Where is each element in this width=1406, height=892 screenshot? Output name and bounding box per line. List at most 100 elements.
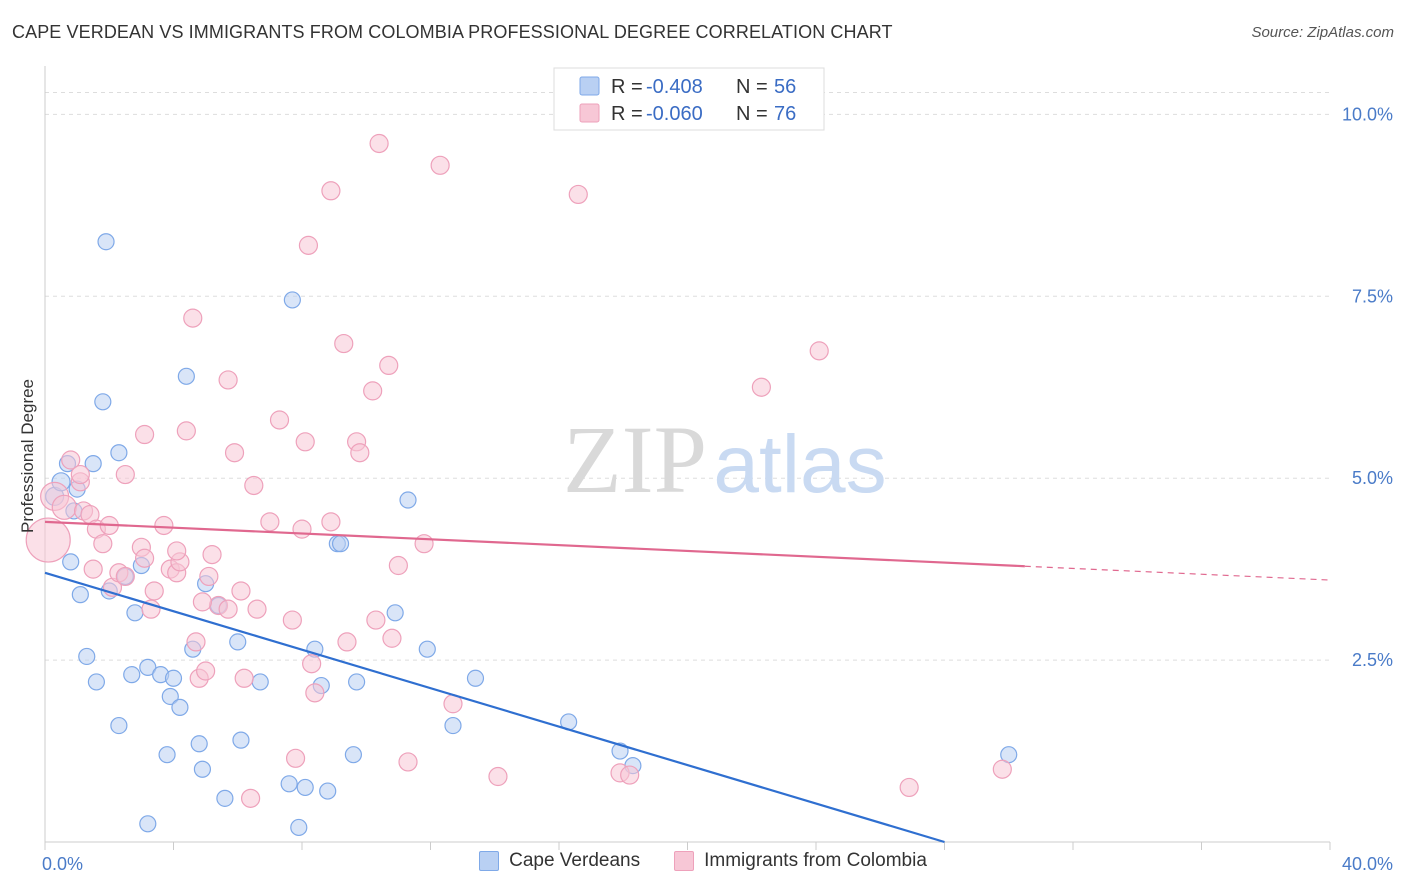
stats-r-label: R =	[611, 103, 643, 125]
data-point	[232, 731, 250, 749]
y-tick-label: 10.0%	[1342, 104, 1393, 124]
data-point	[192, 592, 213, 612]
trend-line-solid	[44, 520, 1025, 568]
stats-legend-swatch	[579, 76, 600, 96]
data-point	[992, 759, 1012, 779]
data-point	[196, 661, 216, 681]
data-point	[399, 491, 417, 509]
stats-n-label: N =	[736, 76, 768, 98]
data-point	[331, 535, 350, 553]
data-point	[319, 782, 337, 800]
data-point	[110, 716, 128, 735]
data-point	[186, 632, 206, 652]
data-point	[295, 432, 315, 452]
data-point	[61, 450, 81, 470]
stats-r-value: -0.060	[646, 103, 703, 125]
data-point	[234, 668, 254, 688]
data-point	[430, 155, 450, 175]
data-point	[296, 778, 314, 797]
data-point	[751, 377, 771, 397]
data-point	[369, 133, 389, 154]
data-point	[488, 766, 508, 787]
data-point	[337, 632, 357, 652]
data-point	[70, 464, 90, 485]
stats-n-value: 76	[774, 103, 796, 125]
watermark-zip: ZIP	[563, 406, 707, 513]
data-point	[97, 233, 115, 251]
data-point	[809, 341, 829, 361]
legend-swatch-colombia	[674, 851, 695, 871]
data-point	[183, 308, 203, 328]
trend-lines	[44, 520, 1331, 844]
data-point	[388, 555, 408, 576]
y-axis-label: Professional Degree	[18, 379, 37, 533]
data-point	[282, 610, 302, 630]
data-point	[244, 475, 264, 496]
legend-swatch-cape-verdeans	[479, 851, 500, 871]
data-point	[382, 628, 402, 648]
watermark-atlas: atlas	[713, 419, 886, 510]
data-point	[154, 515, 174, 536]
data-point	[366, 610, 386, 630]
data-point	[466, 669, 485, 687]
data-point	[93, 534, 113, 554]
stats-r-label: R =	[611, 76, 643, 98]
trend-line-solid	[44, 571, 945, 844]
data-point	[280, 775, 298, 793]
data-point	[158, 746, 176, 764]
axes	[44, 66, 1331, 850]
data-point	[115, 464, 135, 485]
data-point	[231, 581, 251, 601]
data-point	[78, 647, 96, 666]
data-point	[568, 184, 588, 205]
series-legend: Cape Verdeans Immigrants from Colombia	[0, 850, 1406, 872]
stats-r-value: -0.408	[646, 76, 703, 98]
data-point	[899, 777, 919, 798]
data-point	[269, 410, 290, 430]
data-point	[144, 581, 164, 601]
data-point	[444, 716, 462, 735]
tick-labels: 2.5% 5.0% 7.5% 10.0% 0.0% 40.0%	[42, 104, 1393, 874]
data-point	[386, 604, 404, 622]
data-point	[218, 599, 238, 619]
data-point	[292, 519, 312, 539]
data-points	[25, 133, 1018, 837]
data-point	[94, 393, 112, 411]
data-point	[321, 181, 341, 201]
data-point	[62, 553, 80, 571]
data-point	[251, 673, 269, 691]
legend-label-colombia: Immigrants from Colombia	[704, 850, 927, 871]
data-point	[218, 370, 238, 390]
chart-title: CAPE VERDEAN VS IMMIGRANTS FROM COLOMBIA…	[12, 22, 893, 42]
data-point	[139, 658, 157, 676]
data-point	[414, 534, 434, 554]
data-point	[134, 424, 155, 445]
data-point	[298, 235, 319, 255]
data-point	[126, 604, 144, 622]
data-point	[164, 669, 183, 687]
series-colombia	[25, 133, 1012, 808]
stats-legend-swatch	[579, 103, 600, 123]
y-tick-label: 5.0%	[1352, 468, 1393, 488]
data-point	[302, 654, 322, 674]
y-tick-label: 2.5%	[1352, 650, 1393, 670]
data-point	[290, 818, 308, 837]
trend-line-dashed	[1024, 565, 1331, 581]
data-point	[321, 512, 341, 532]
data-point	[247, 599, 267, 619]
data-point	[620, 765, 640, 785]
data-point	[25, 517, 71, 563]
data-point	[350, 443, 370, 463]
stats-legend: R = -0.408 N = 56 R = -0.060 N = 76	[553, 67, 825, 131]
data-point	[171, 698, 189, 716]
data-point	[84, 455, 102, 473]
data-point	[283, 291, 301, 309]
data-point	[71, 586, 89, 604]
legend-item-colombia: Immigrants from Colombia	[674, 850, 927, 872]
data-point	[123, 666, 141, 684]
legend-item-cape-verdeans: Cape Verdeans	[479, 850, 640, 872]
data-point	[229, 633, 247, 651]
data-point	[134, 548, 155, 568]
data-point	[241, 788, 261, 808]
